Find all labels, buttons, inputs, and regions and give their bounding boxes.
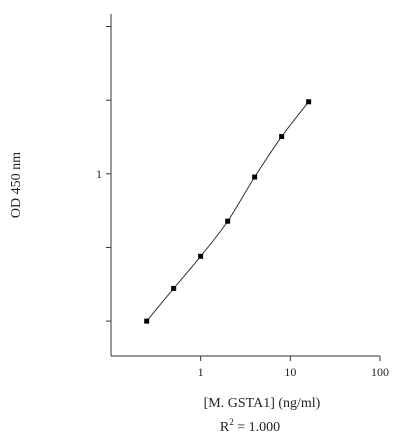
data-point — [144, 318, 150, 324]
data-point — [171, 285, 177, 291]
r-squared-superscript: 2 — [229, 417, 234, 427]
data-point — [225, 218, 231, 224]
x-tick-label: 1 — [198, 365, 204, 379]
r-squared-prefix: R — [220, 420, 230, 435]
x-tick-label: 100 — [371, 365, 389, 379]
data-point — [279, 134, 285, 140]
r-squared-annotation: R2 = 1.000 — [220, 417, 280, 435]
data-point — [252, 174, 258, 180]
r-squared-value: = 1.000 — [234, 420, 280, 435]
data-point — [198, 253, 204, 259]
fit-curve — [146, 101, 310, 322]
x-axis-label: [M. GSTA1] (ng/ml) — [204, 396, 321, 411]
data-point — [306, 99, 312, 105]
x-tick-label: 10 — [284, 365, 296, 379]
y-tick-label: 1 — [96, 167, 102, 181]
axis-ticks: 1 10 100 1 — [96, 26, 389, 379]
y-axis-label: OD 450 nm — [9, 152, 24, 218]
data-points — [144, 99, 312, 324]
